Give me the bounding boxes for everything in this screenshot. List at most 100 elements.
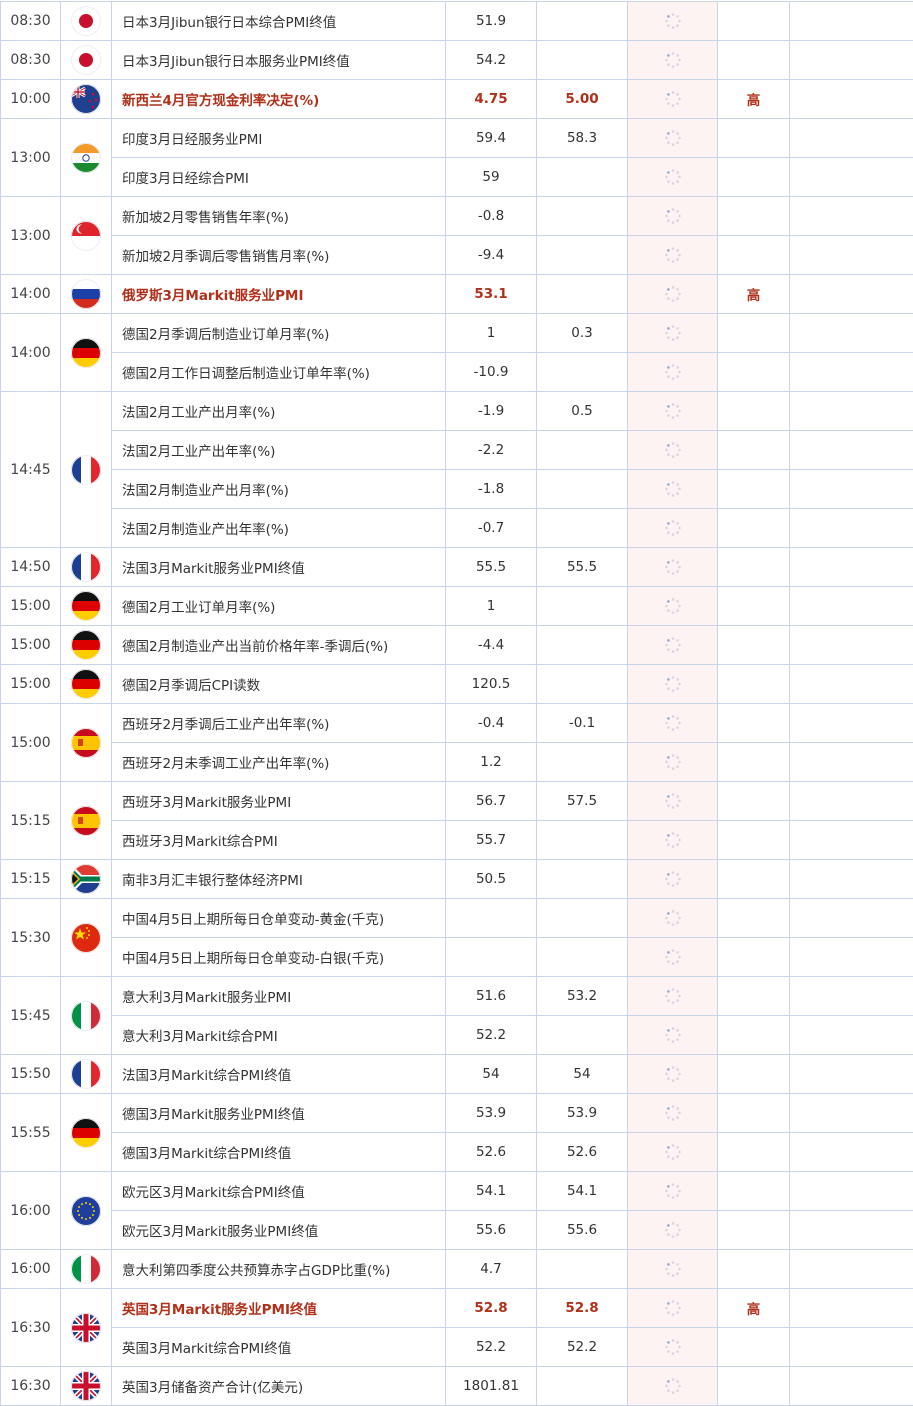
- forecast-value: [537, 158, 628, 197]
- event-name[interactable]: 德国2月制造业产出当前价格年率-季调后(%): [112, 626, 446, 665]
- event-name[interactable]: 西班牙3月Markit服务业PMI: [112, 782, 446, 821]
- country-flag-cell: [61, 197, 112, 275]
- flag-germany-icon: [71, 1125, 101, 1141]
- event-name[interactable]: 日本3月Jibun银行日本综合PMI终值: [112, 2, 446, 41]
- event-name[interactable]: 英国3月Markit综合PMI终值: [112, 1328, 446, 1367]
- event-name[interactable]: 英国3月储备资产合计(亿美元): [112, 1367, 446, 1406]
- actual-value-loading: [628, 314, 718, 353]
- event-name[interactable]: 意大利第四季度公共预算赤字占GDP比重(%): [112, 1250, 446, 1289]
- forecast-value: 52.2: [537, 1328, 628, 1367]
- event-row[interactable]: 德国2月工作日调整后制造业订单年率(%)-10.9: [1, 353, 913, 392]
- event-time: 15:00: [1, 626, 61, 665]
- event-name[interactable]: 新加坡2月季调后零售销售月率(%): [112, 236, 446, 275]
- event-time: 14:00: [1, 275, 61, 314]
- event-name[interactable]: 法国3月Markit综合PMI终值: [112, 1055, 446, 1094]
- event-name[interactable]: 新西兰4月官方现金利率决定(%): [112, 80, 446, 119]
- event-row[interactable]: 新加坡2月季调后零售销售月率(%)-9.4: [1, 236, 913, 275]
- event-name[interactable]: 法国2月工业产出月率(%): [112, 392, 446, 431]
- extra-cell: [790, 275, 913, 314]
- extra-cell: [790, 314, 913, 353]
- event-name[interactable]: 新加坡2月零售销售年率(%): [112, 197, 446, 236]
- importance: [718, 899, 790, 938]
- event-name[interactable]: 中国4月5日上期所每日仓单变动-黄金(千克): [112, 899, 446, 938]
- event-name[interactable]: 德国2月季调后制造业订单月率(%): [112, 314, 446, 353]
- event-row[interactable]: 法国2月制造业产出年率(%)-0.7: [1, 509, 913, 548]
- previous-value: -0.4: [446, 704, 537, 743]
- event-name[interactable]: 西班牙2月未季调工业产出年率(%): [112, 743, 446, 782]
- forecast-value: [537, 41, 628, 80]
- previous-value: 52.2: [446, 1328, 537, 1367]
- event-name[interactable]: 法国2月制造业产出年率(%): [112, 509, 446, 548]
- previous-value: 51.6: [446, 977, 537, 1016]
- actual-value-loading: [628, 41, 718, 80]
- event-name[interactable]: 欧元区3月Markit服务业PMI终值: [112, 1211, 446, 1250]
- event-name[interactable]: 日本3月Jibun银行日本服务业PMI终值: [112, 41, 446, 80]
- actual-value-loading: [628, 470, 718, 509]
- event-row[interactable]: 法国2月工业产出年率(%)-2.2: [1, 431, 913, 470]
- extra-cell: [790, 782, 913, 821]
- event-name[interactable]: 德国3月Markit服务业PMI终值: [112, 1094, 446, 1133]
- event-name[interactable]: 法国2月制造业产出月率(%): [112, 470, 446, 509]
- country-flag-cell: [61, 1172, 112, 1250]
- event-name[interactable]: 印度3月日经服务业PMI: [112, 119, 446, 158]
- event-name[interactable]: 中国4月5日上期所每日仓单变动-白银(千克): [112, 938, 446, 977]
- event-name[interactable]: 西班牙3月Markit综合PMI: [112, 821, 446, 860]
- event-name[interactable]: 俄罗斯3月Markit服务业PMI: [112, 275, 446, 314]
- loading-spinner-icon: [664, 168, 682, 186]
- forecast-value: [537, 743, 628, 782]
- previous-value: 53.1: [446, 275, 537, 314]
- extra-cell: [790, 197, 913, 236]
- event-name[interactable]: 法国3月Markit服务业PMI终值: [112, 548, 446, 587]
- event-name[interactable]: 意大利3月Markit服务业PMI: [112, 977, 446, 1016]
- loading-spinner-icon: [664, 636, 682, 654]
- event-name[interactable]: 德国2月季调后CPI读数: [112, 665, 446, 704]
- event-name[interactable]: 德国2月工业订单月率(%): [112, 587, 446, 626]
- flag-germany-icon: [71, 345, 101, 361]
- event-row[interactable]: 西班牙2月未季调工业产出年率(%)1.2: [1, 743, 913, 782]
- country-flag-cell: [61, 782, 112, 860]
- event-name[interactable]: 法国2月工业产出年率(%): [112, 431, 446, 470]
- event-row[interactable]: 法国2月制造业产出月率(%)-1.8: [1, 470, 913, 509]
- event-name[interactable]: 意大利3月Markit综合PMI: [112, 1016, 446, 1055]
- event-name[interactable]: 德国3月Markit综合PMI终值: [112, 1133, 446, 1172]
- event-name[interactable]: 英国3月Markit服务业PMI终值: [112, 1289, 446, 1328]
- event-name[interactable]: 印度3月日经综合PMI: [112, 158, 446, 197]
- event-row[interactable]: 中国4月5日上期所每日仓单变动-白银(千克): [1, 938, 913, 977]
- extra-cell: [790, 1328, 913, 1367]
- flag-spain-icon: [71, 735, 101, 751]
- event-name[interactable]: 南非3月汇丰银行整体经济PMI: [112, 860, 446, 899]
- event-name[interactable]: 欧元区3月Markit综合PMI终值: [112, 1172, 446, 1211]
- event-name[interactable]: 西班牙2月季调后工业产出年率(%): [112, 704, 446, 743]
- event-name[interactable]: 德国2月工作日调整后制造业订单年率(%): [112, 353, 446, 392]
- country-flag-cell: [61, 1289, 112, 1367]
